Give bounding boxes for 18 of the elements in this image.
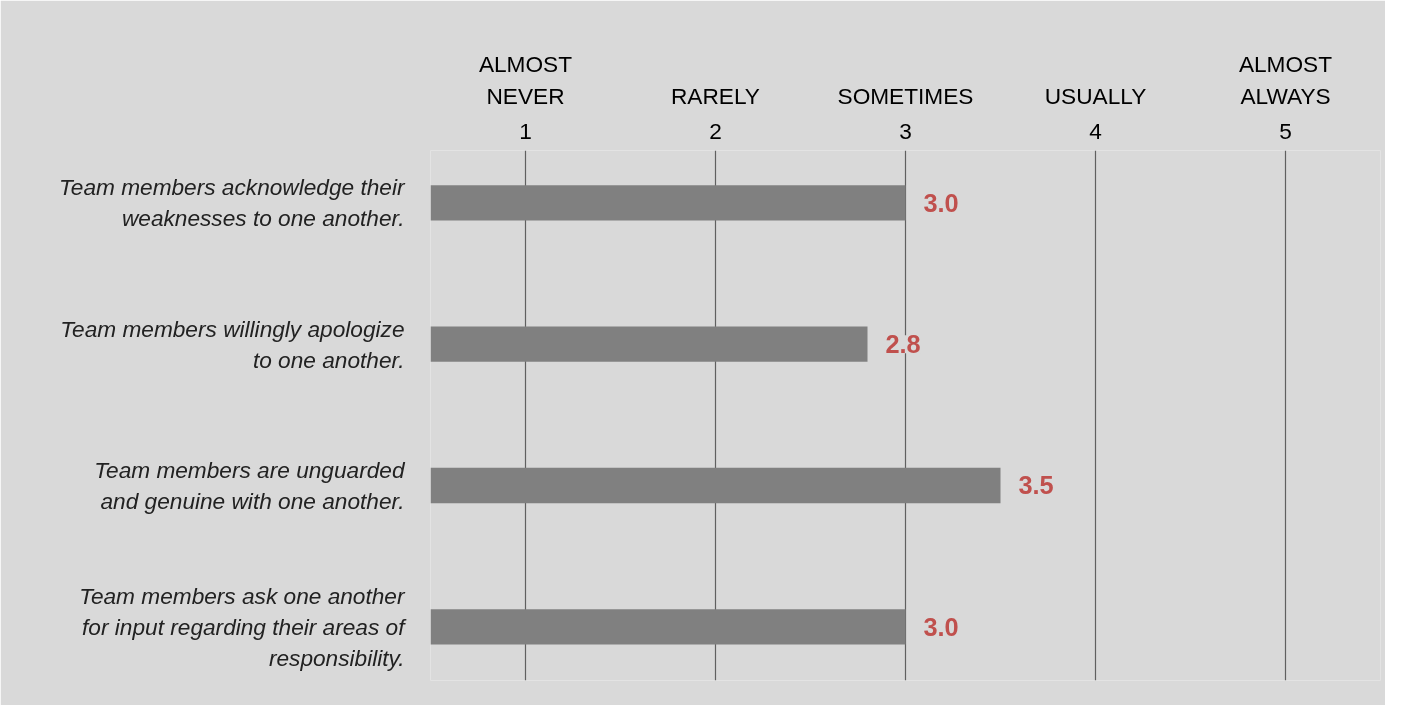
x-tick-label: 2 xyxy=(709,117,722,144)
data-label: 3.0 xyxy=(923,612,959,641)
text: USUALLY xyxy=(1044,82,1147,109)
data-label: 3.5 xyxy=(1018,471,1054,500)
text: RARELY xyxy=(671,82,760,109)
data-label: 2.8 xyxy=(885,330,921,359)
x-tick-label: 1 xyxy=(519,117,532,144)
x-tick-label: 4 xyxy=(1089,117,1102,144)
y-tick-label: Team members acknowledge their weaknesses to one another. xyxy=(59,174,406,232)
data-label: 3.0 xyxy=(923,188,959,217)
x-tick-label: 3 xyxy=(899,117,912,144)
y-tick-label: Team members willingly apologize to one another. xyxy=(60,315,405,373)
y-tick-label: Team members are unguarded and genuine with one another. xyxy=(94,456,406,515)
x-tick-label: 5 xyxy=(1279,117,1292,144)
text: SOMETIMES xyxy=(837,82,974,109)
y-tick-label: Team members ask one another for input regarding their areas of responsibility. xyxy=(79,582,408,671)
text: ALMOST ALWAYS xyxy=(1238,51,1333,109)
text: ALMOST NEVER xyxy=(478,51,573,109)
